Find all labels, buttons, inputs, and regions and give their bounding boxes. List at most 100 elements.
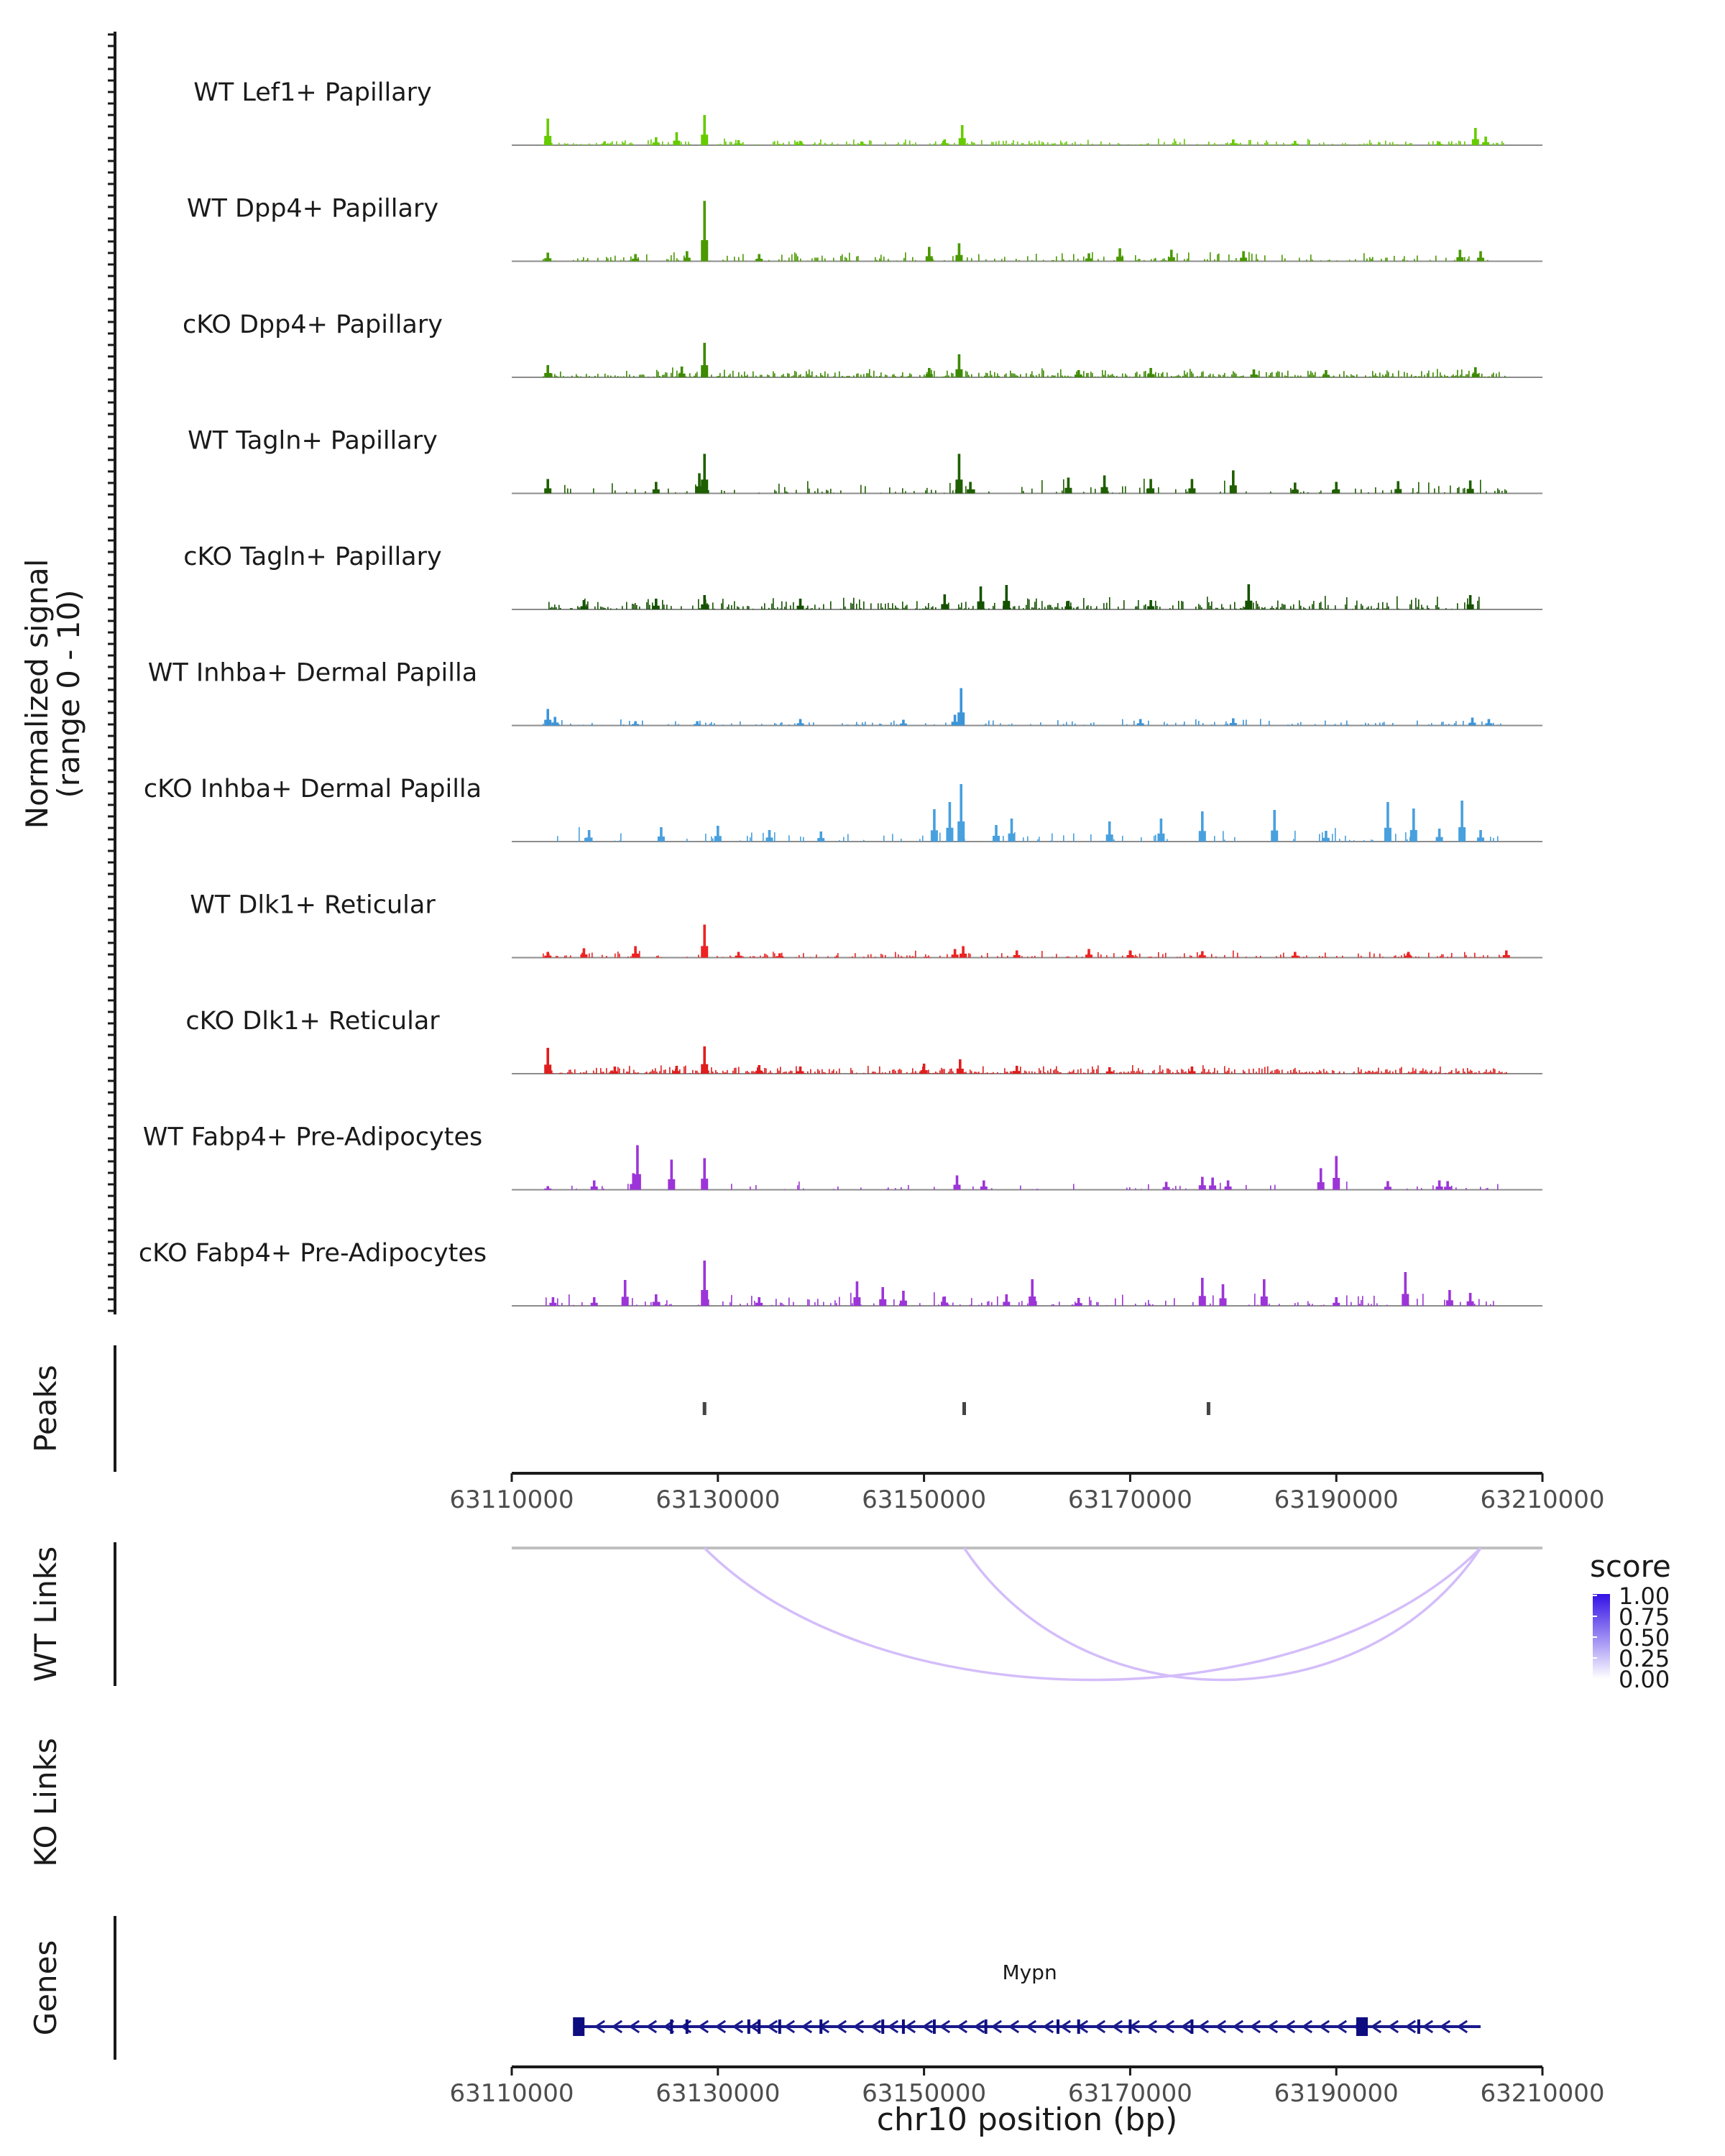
signal-bin: [1184, 370, 1185, 377]
signal-bin: [1467, 259, 1468, 262]
signal-bin: [830, 601, 832, 609]
signal-bin: [1493, 1068, 1494, 1074]
signal-bin: [708, 1299, 709, 1306]
signal-bin: [557, 836, 558, 842]
signal-peak: [1468, 480, 1472, 494]
signal-bin: [935, 607, 937, 609]
signal-bin: [1023, 143, 1024, 145]
signal-bin: [1365, 375, 1366, 377]
legend-tick-label: 1.00: [1619, 1583, 1670, 1610]
signal-bin: [1122, 835, 1123, 842]
signal-bin: [1305, 1072, 1306, 1074]
signal-bin: [960, 607, 961, 609]
coverage-track: WT Dpp4+ Papillary: [187, 195, 1542, 262]
signal-bin: [1359, 1072, 1361, 1074]
signal-bin: [880, 492, 882, 494]
signal-bin: [1246, 491, 1247, 494]
signal-bin: [1300, 1072, 1302, 1074]
signal-bin: [689, 1073, 691, 1074]
signal-bin: [1144, 371, 1145, 377]
x-tick-label: 63170000: [1068, 1485, 1192, 1514]
signal-bin: [849, 252, 850, 262]
signal-bin: [990, 1073, 991, 1074]
signal-bin: [893, 374, 895, 377]
signal-bin: [719, 1073, 721, 1074]
signal-bin: [724, 260, 725, 262]
signal-bin: [1299, 1070, 1300, 1074]
signal-bin: [970, 144, 971, 145]
signal-bin: [1056, 954, 1057, 958]
signal-bin: [645, 1072, 646, 1074]
signal-bin: [1450, 143, 1451, 145]
signal-bin: [830, 144, 832, 145]
signal-peak: [587, 830, 591, 842]
signal-bin: [1361, 604, 1362, 609]
signal-bin: [593, 488, 594, 494]
signal-bin: [1059, 1072, 1060, 1074]
signal-bin: [639, 606, 640, 609]
signal-bin: [1445, 257, 1447, 262]
signal-bin: [1063, 259, 1064, 262]
signal-bin: [1276, 1069, 1277, 1074]
exon: [573, 2017, 585, 2036]
signal-bin: [965, 486, 967, 494]
signal-bin: [1013, 373, 1014, 377]
signal-bin: [1082, 376, 1083, 377]
signal-bin: [685, 141, 686, 145]
signal-peak: [1325, 831, 1328, 842]
signal-bin: [853, 375, 855, 377]
signal-bin: [1031, 607, 1033, 609]
signal-bin: [1225, 721, 1227, 726]
signal-bin: [1467, 1068, 1468, 1074]
signal-bin: [566, 144, 567, 145]
signal-bin: [1257, 259, 1259, 262]
signal-peak-shoulder: [544, 136, 552, 145]
signal-bin: [827, 373, 829, 377]
signal-bin: [840, 256, 842, 262]
signal-bin: [1026, 604, 1027, 609]
signal-bin: [551, 607, 553, 609]
signal-bin: [893, 1299, 895, 1306]
signal-bin: [1395, 144, 1397, 145]
signal-bin: [843, 597, 845, 609]
signal-bin: [1106, 955, 1108, 958]
signal-bin: [1010, 1071, 1011, 1074]
signal-bin: [589, 376, 590, 377]
signal-bin: [856, 722, 857, 726]
signal-bin: [849, 376, 850, 377]
signal-bin: [1169, 1069, 1171, 1074]
signal-bin: [889, 1071, 891, 1074]
signal-bin: [1244, 1071, 1246, 1074]
signal-bin: [718, 375, 719, 377]
signal-bin: [604, 608, 606, 609]
signal-bin: [952, 1071, 954, 1074]
signal-bin: [754, 144, 755, 145]
signal-bin: [1146, 488, 1148, 494]
signal-bin: [1162, 259, 1164, 262]
signal-peak: [1149, 600, 1152, 609]
signal-bin: [1233, 371, 1234, 377]
signal-bin: [896, 724, 898, 726]
signal-bin: [1261, 1069, 1263, 1074]
signal-peak-shoulder: [1240, 257, 1248, 262]
signal-bin: [896, 144, 898, 145]
signal-peak: [962, 946, 965, 958]
signal-bin: [747, 836, 748, 842]
signal-bin: [619, 953, 620, 958]
signal-bin: [1200, 376, 1201, 377]
signal-bin: [1271, 1070, 1273, 1074]
signal-peak: [960, 688, 962, 726]
strand-arrow: [1180, 2019, 1192, 2034]
signal-peak-shoulder: [601, 144, 609, 146]
signal-bin: [546, 1297, 547, 1306]
signal-bin: [1144, 605, 1145, 609]
signal-bin: [1093, 722, 1095, 726]
signal-bin: [788, 1072, 790, 1074]
signal-bin: [738, 257, 740, 262]
signal-bin: [564, 484, 566, 494]
signal-bin: [1052, 1304, 1053, 1306]
signal-bin: [1417, 720, 1418, 726]
signal-bin: [1369, 952, 1371, 958]
signal-bin: [1056, 492, 1057, 494]
